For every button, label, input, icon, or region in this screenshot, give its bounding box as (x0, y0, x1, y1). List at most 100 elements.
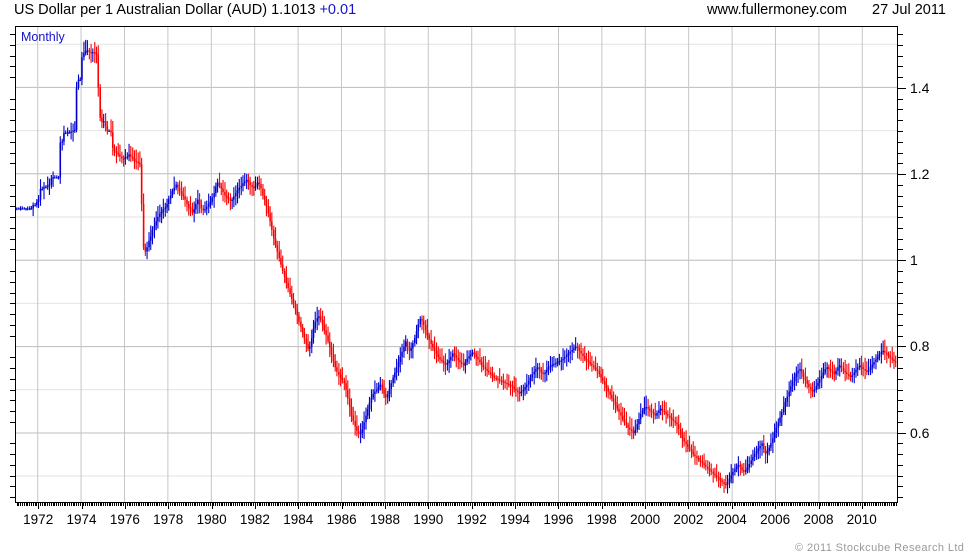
x-tick-minor (336, 503, 338, 506)
x-tick-minor (408, 503, 410, 506)
x-tick-minor (49, 503, 50, 506)
x-tick-major (645, 503, 647, 509)
left-tick (10, 152, 16, 154)
x-tick-minor (50, 503, 52, 506)
x-tick-minor (453, 503, 455, 506)
x-tick-minor (289, 503, 291, 506)
x-tick-minor (269, 503, 271, 506)
x-tick-minor (319, 503, 321, 506)
x-tick-minor (171, 503, 173, 506)
x-tick-minor (119, 503, 121, 506)
y-tick-minor (898, 421, 903, 423)
x-tick-minor (581, 503, 583, 506)
x-tick-minor (130, 503, 132, 506)
y-tick-minor (898, 249, 903, 251)
x-tick-minor (397, 503, 399, 506)
x-tick-minor (883, 503, 885, 506)
x-tick-minor (543, 503, 545, 506)
x-tick-minor (755, 503, 757, 506)
x-tick-minor (637, 503, 639, 506)
left-tick (10, 195, 16, 197)
x-tick-minor (681, 503, 683, 506)
x-tick-label: 1984 (283, 512, 314, 527)
x-tick-minor (244, 503, 246, 506)
x-tick-minor (332, 503, 334, 506)
x-tick-minor (632, 503, 634, 506)
x-tick-minor (97, 503, 99, 506)
x-tick-minor (435, 503, 437, 506)
x-tick-minor (641, 503, 643, 506)
x-tick-label: 2004 (716, 512, 747, 527)
x-tick-minor (455, 503, 457, 506)
x-tick-minor (146, 503, 148, 506)
x-tick-minor (150, 503, 152, 506)
left-tick (10, 335, 16, 337)
x-tick-minor (77, 503, 79, 506)
x-tick-minor (502, 503, 504, 506)
x-tick-minor (869, 503, 870, 506)
x-tick-minor (879, 503, 881, 506)
x-tick-major (428, 503, 430, 509)
x-tick-minor (758, 503, 760, 506)
x-tick-minor (493, 503, 495, 506)
x-tick-label: 2006 (760, 512, 791, 527)
x-tick-minor (406, 503, 408, 506)
x-tick-minor (72, 503, 74, 506)
x-tick-minor (742, 503, 744, 506)
x-tick-minor (442, 503, 444, 506)
x-tick-minor (195, 503, 197, 506)
x-tick-minor (874, 503, 876, 506)
y-tick-minor (898, 335, 903, 337)
x-tick-minor (469, 503, 471, 506)
x-tick-minor (652, 503, 654, 506)
x-tick-minor (522, 503, 524, 506)
x-tick-minor (529, 503, 531, 506)
x-tick-major (515, 503, 516, 509)
x-tick-minor (45, 503, 47, 506)
instrument-name: US Dollar per 1 Australian Dollar (AUD) (14, 2, 268, 18)
x-tick-minor (789, 503, 791, 506)
x-tick-minor (217, 503, 218, 506)
price-change: +0.01 (319, 2, 357, 18)
x-tick-minor (247, 503, 249, 506)
y-tick-minor (898, 475, 903, 477)
x-tick-minor (52, 503, 54, 506)
x-tick-minor (784, 503, 786, 506)
x-tick-minor (117, 503, 119, 506)
x-tick-minor (32, 503, 34, 506)
left-tick (10, 486, 16, 488)
x-tick-minor (106, 503, 108, 506)
x-tick-minor (594, 503, 596, 506)
x-tick-minor (395, 503, 397, 506)
left-tick (10, 271, 16, 272)
x-tick-minor (717, 503, 719, 506)
x-tick-minor (621, 503, 623, 506)
x-tick-minor (226, 503, 227, 506)
x-tick-minor (265, 503, 267, 506)
x-tick-minor (271, 503, 273, 506)
x-tick-minor (184, 503, 186, 506)
y-tick-minor (898, 324, 903, 326)
x-tick-minor (152, 503, 153, 506)
x-tick-minor (99, 503, 101, 506)
x-tick-minor (264, 503, 265, 506)
x-tick-minor (273, 503, 274, 506)
y-tick-minor (898, 227, 903, 229)
x-tick-major (385, 503, 386, 509)
y-tick-minor (898, 367, 903, 369)
x-tick-minor (220, 503, 222, 506)
x-tick-minor (693, 503, 695, 506)
x-tick-minor (466, 503, 468, 506)
x-tick-minor (762, 503, 764, 506)
x-tick-minor (748, 503, 749, 506)
x-tick-minor (820, 503, 822, 506)
x-tick-minor (366, 503, 368, 506)
y-tick-label: 1 (910, 252, 918, 269)
x-tick-minor (422, 503, 424, 506)
x-tick-minor (161, 503, 162, 506)
x-tick-major (471, 503, 473, 509)
x-tick-minor (338, 503, 339, 506)
x-tick-minor (403, 503, 404, 506)
x-tick-minor (20, 503, 22, 506)
left-tick (10, 238, 16, 240)
